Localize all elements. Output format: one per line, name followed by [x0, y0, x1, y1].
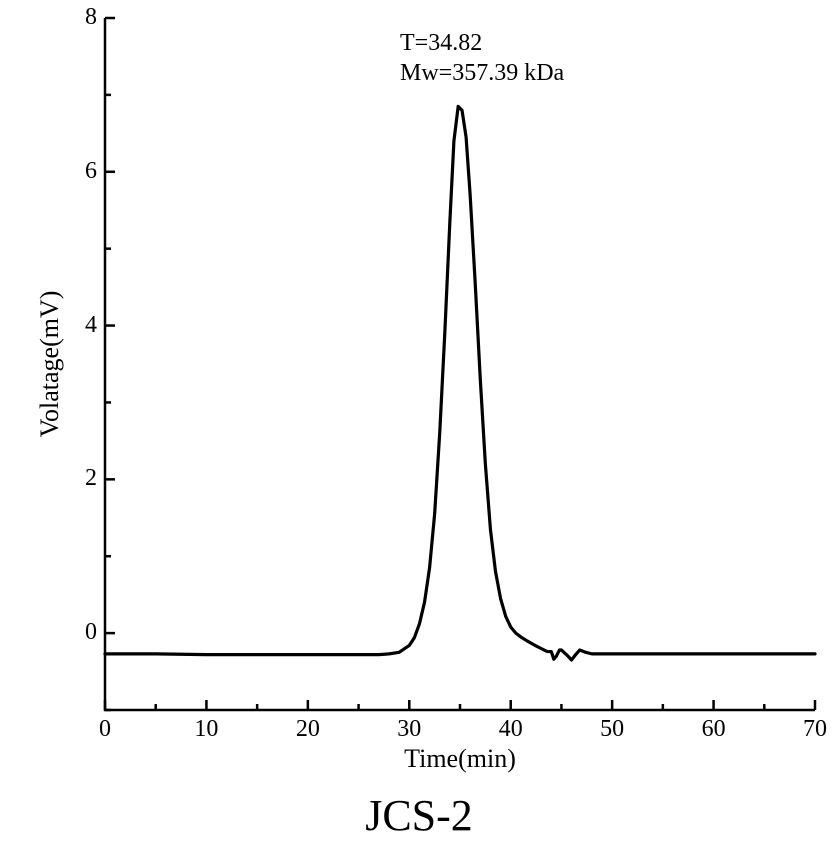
y-tick-label: 0: [47, 619, 97, 646]
annotation-line-2: Mw=357.39 kDa: [400, 60, 564, 87]
y-tick-label: 6: [47, 158, 97, 185]
x-tick-label: 20: [278, 716, 338, 743]
x-tick-label: 40: [481, 716, 541, 743]
y-axis-label: Volatage(mV): [35, 18, 65, 710]
y-tick-label: 2: [47, 465, 97, 492]
x-tick-label: 30: [379, 716, 439, 743]
x-tick-label: 60: [684, 716, 744, 743]
annotation-line-1: T=34.82: [400, 30, 482, 57]
x-tick-label: 10: [176, 716, 236, 743]
y-tick-label: 4: [47, 312, 97, 339]
figure-caption: JCS-2: [0, 790, 838, 841]
x-axis-label: Time(min): [105, 744, 815, 774]
figure-root: T=34.82 Mw=357.39 kDa Time(min) Volatage…: [0, 0, 838, 855]
chart-svg: [105, 18, 815, 710]
x-tick-label: 0: [75, 716, 135, 743]
x-tick-label: 70: [785, 716, 838, 743]
y-tick-label: 8: [47, 4, 97, 31]
x-tick-label: 50: [582, 716, 642, 743]
